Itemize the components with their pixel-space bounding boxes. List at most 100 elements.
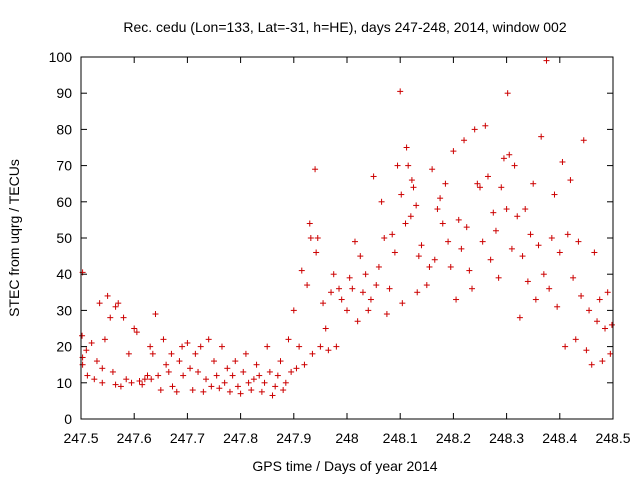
data-point (431, 256, 438, 263)
data-point (570, 274, 577, 281)
data-point (314, 235, 321, 241)
y-axis-label: STEC from uqrg / TECUs (6, 159, 22, 317)
data-point (567, 177, 574, 184)
data-point (205, 336, 212, 343)
data-point (179, 343, 186, 350)
x-tick-label: 248.5 (595, 430, 630, 446)
data-point (250, 376, 257, 383)
data-point (375, 263, 382, 270)
data-point (149, 350, 156, 357)
data-point (487, 256, 494, 263)
data-point (423, 282, 430, 289)
data-point (524, 278, 531, 285)
data-point (338, 296, 345, 303)
data-point (307, 235, 314, 241)
data-point (495, 274, 502, 281)
data-point (213, 372, 220, 379)
data-point (240, 368, 247, 375)
data-point (508, 245, 515, 252)
data-point (242, 350, 249, 357)
data-point (115, 300, 122, 307)
y-tick-label: 10 (56, 375, 72, 391)
data-point (418, 242, 425, 249)
data-point (99, 379, 106, 386)
data-point (131, 325, 138, 332)
y-tick-label: 60 (56, 194, 72, 210)
data-point (320, 300, 327, 307)
data-point (482, 122, 489, 129)
data-point (437, 195, 444, 202)
data-point (370, 173, 377, 180)
x-tick-label: 247.6 (117, 430, 152, 446)
data-point (359, 289, 366, 296)
data-point (290, 307, 297, 314)
data-point (519, 253, 526, 260)
data-point (477, 184, 483, 191)
data-point (389, 231, 396, 238)
y-tick-label: 50 (56, 230, 72, 246)
data-point (383, 311, 390, 318)
data-point (91, 376, 98, 383)
data-point (293, 365, 300, 372)
data-point (381, 235, 388, 241)
data-point (229, 372, 236, 379)
data-point (123, 376, 130, 383)
data-point (200, 388, 207, 395)
data-point (277, 358, 284, 365)
data-point (479, 238, 486, 245)
data-point (211, 358, 217, 365)
data-point (506, 151, 513, 158)
data-point (163, 361, 170, 368)
data-point (554, 303, 561, 310)
data-point (580, 137, 587, 144)
data-point (599, 358, 606, 365)
x-tick-label: 247.7 (170, 430, 205, 446)
data-point (572, 336, 579, 343)
data-point (274, 372, 281, 379)
data-point (147, 343, 154, 350)
data-point (208, 383, 215, 390)
data-point (408, 177, 415, 184)
data-point (434, 206, 441, 213)
data-point (397, 88, 404, 95)
data-point (248, 387, 255, 394)
data-point (391, 249, 398, 256)
data-point (266, 368, 273, 375)
data-point (155, 372, 162, 379)
data-point (112, 303, 119, 310)
data-point (604, 289, 611, 296)
y-tick-label: 40 (56, 266, 72, 282)
data-point (152, 311, 159, 318)
data-point (234, 383, 241, 390)
data-point (187, 365, 194, 372)
y-tick-label: 30 (56, 302, 72, 318)
y-tick-label: 70 (56, 158, 72, 174)
data-point (298, 267, 305, 274)
data-point (498, 184, 505, 191)
data-point (450, 148, 457, 155)
data-point (101, 336, 108, 343)
data-point (442, 180, 449, 187)
data-point (180, 372, 187, 379)
y-tick-label: 0 (64, 411, 72, 427)
data-point (256, 372, 263, 379)
y-tick-label: 80 (56, 121, 72, 137)
data-point (378, 198, 385, 205)
data-point (328, 289, 335, 296)
data-point (104, 292, 111, 299)
data-point (312, 166, 319, 173)
data-point (141, 376, 148, 383)
data-point (594, 318, 601, 325)
data-point (264, 343, 271, 350)
data-point (414, 289, 421, 296)
data-point (107, 314, 114, 321)
data-point (195, 368, 202, 375)
y-tick-label: 90 (56, 85, 72, 101)
data-point (168, 350, 175, 357)
data-point (484, 173, 491, 180)
data-point (578, 292, 585, 299)
x-tick-label: 248.3 (489, 430, 524, 446)
data-point (165, 368, 172, 375)
data-point (562, 343, 569, 350)
data-point (224, 365, 231, 372)
